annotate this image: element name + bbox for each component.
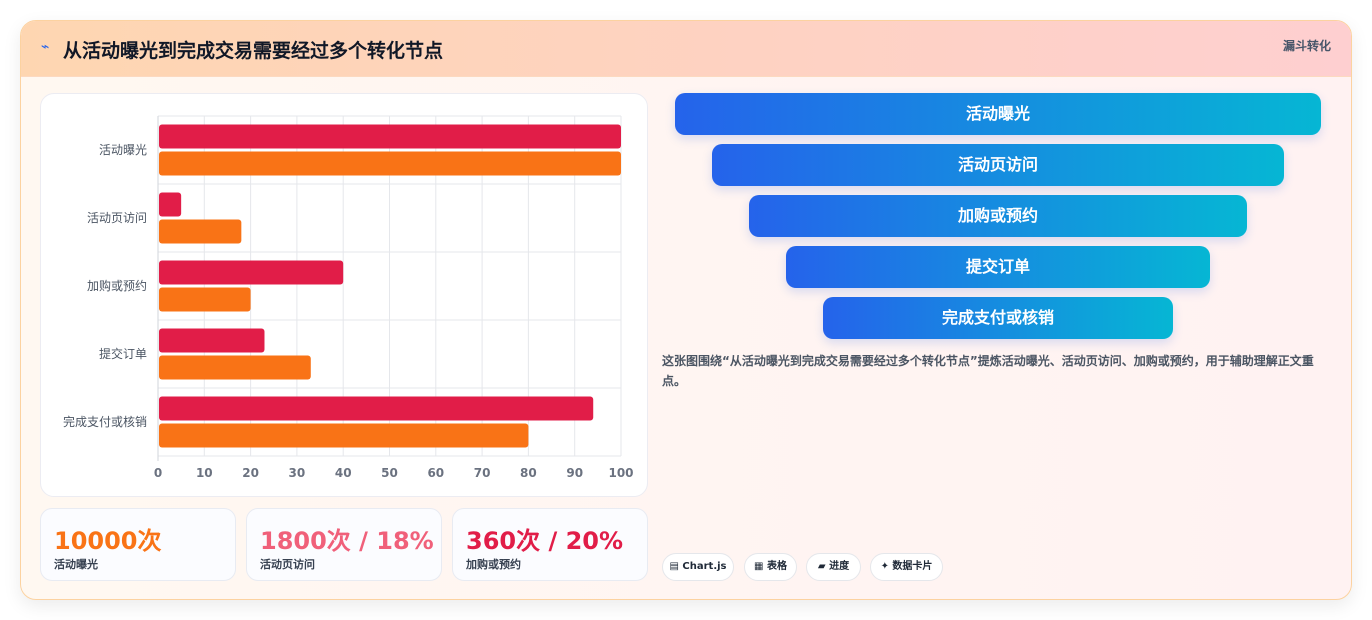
- bar-series-2: [159, 423, 529, 448]
- x-tick-label: 70: [474, 466, 491, 480]
- x-tick-label: 60: [427, 466, 444, 480]
- x-tick-label: 0: [154, 466, 162, 480]
- funnel-step-visits[interactable]: 活动页访问: [712, 144, 1284, 186]
- funnel-step-cart[interactable]: 加购或预约: [749, 195, 1247, 237]
- category-tag: 漏斗转化: [1282, 39, 1331, 53]
- bar-series-1: [159, 396, 594, 421]
- x-tick-label: 10: [196, 466, 213, 480]
- stat-card-cart: 360次 / 20% 加购或预约: [452, 508, 648, 581]
- page-title: 从活动曝光到完成交易需要经过多个转化节点: [63, 40, 444, 62]
- chart-description: 这张图围绕“从活动曝光到完成交易需要经过多个转化节点”提炼活动曝光、活动页访问、…: [662, 354, 1314, 388]
- stat-value: 360次 / 20%: [466, 527, 624, 555]
- bolt-icon: ⌁: [41, 39, 50, 55]
- x-tick-label: 30: [289, 466, 306, 480]
- chip-data-card[interactable]: ✦ 数据卡片: [870, 553, 943, 581]
- chip-progress[interactable]: ▰ 进度: [806, 553, 861, 581]
- bar-series-1: [159, 328, 265, 353]
- stat-label: 加购或预约: [466, 558, 521, 571]
- stat-label: 活动曝光: [54, 558, 98, 571]
- main-card: ⌁ 从活动曝光到完成交易需要经过多个转化节点 漏斗转化 0 10 20 30 40 50 6…: [20, 20, 1352, 600]
- funnel-step-order[interactable]: 提交订单: [786, 246, 1210, 288]
- bar-chart-panel: 0 10 20 30 40 50 60 70 80 90 100 活动曝光活动页访问加购或预约提交订单…: [40, 93, 648, 497]
- chip-chartjs[interactable]: ▤ Chart.js: [662, 553, 734, 581]
- bar-series-1: [159, 260, 344, 285]
- x-tick-label: 40: [335, 466, 352, 480]
- bar-series-2: [159, 151, 621, 176]
- stat-value: 10000次: [54, 527, 162, 555]
- x-tick-label: 20: [242, 466, 259, 480]
- bar-series-1: [159, 192, 182, 217]
- stat-label: 活动页访问: [260, 558, 315, 571]
- bar-series-2: [159, 287, 251, 312]
- bar-series-1: [159, 124, 621, 149]
- funnel-step-exposure[interactable]: 活动曝光: [675, 93, 1321, 135]
- x-tick-label: 80: [520, 466, 537, 480]
- stat-value: 1800次 / 18%: [260, 527, 434, 555]
- funnel-step-payment[interactable]: 完成支付或核销: [823, 297, 1173, 339]
- stat-card-visits: 1800次 / 18% 活动页访问: [246, 508, 442, 581]
- bar-series-2: [159, 355, 311, 380]
- y-category-label: 提交订单: [99, 346, 147, 361]
- y-category-label: 活动曝光: [99, 143, 147, 157]
- bar-series-2: [159, 219, 242, 244]
- y-category-label: 活动页访问: [87, 211, 147, 225]
- stat-card-exposure: 10000次 活动曝光: [40, 508, 236, 581]
- card-header: ⌁ 从活动曝光到完成交易需要经过多个转化节点 漏斗转化: [21, 21, 1351, 77]
- x-tick-label: 50: [381, 466, 398, 480]
- y-category-label: 加购或预约: [87, 278, 147, 293]
- chip-table[interactable]: ▦ 表格: [744, 553, 797, 581]
- x-tick-label: 100: [608, 466, 633, 480]
- y-category-label: 完成支付或核销: [63, 414, 147, 429]
- bar-chart: 0 10 20 30 40 50 60 70 80 90 100 活动曝光活动页访问加购或预约提交订单…: [63, 115, 634, 480]
- x-tick-label: 90: [566, 466, 583, 480]
